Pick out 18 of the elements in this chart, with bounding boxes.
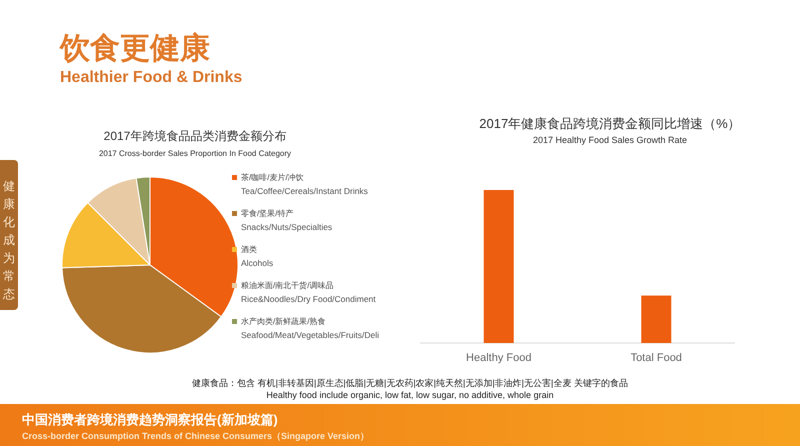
legend-label: 酒类 Alcohols <box>241 245 274 268</box>
text: Healthier Food & Drinks <box>60 69 242 86</box>
chart-subtitle: 2017 Cross-border Sales Proportion In Food Category <box>98 149 292 158</box>
text: Cross-border Consumption Trends of Chinese Consumers（Singapore Version） <box>22 431 370 441</box>
chart-title: 2017年健康食品跨境消费金额同比增速（%） <box>479 116 741 131</box>
text: 健康化成为常态 <box>2 179 15 301</box>
legend-label: 水产肉类/新鲜蔬果/熟食 Seafood/Meat/Vegetables/Fruits/Deli <box>241 317 380 340</box>
text: 饮食更健康 <box>58 31 210 65</box>
legend-label: 零食/坚果/特产 Snacks/Nuts/Specialties <box>241 209 332 232</box>
chart-title: 2017年跨境食品品类消费金额分布 <box>104 129 286 143</box>
x-tick-label: Healthy Food <box>466 352 532 364</box>
chart-subtitle: 2017 Healthy Food Sales Growth Rate <box>532 135 688 145</box>
legend-label: 茶/咖啡/麦片/冲饮 Tea/Coffee/Cereals/Instant Drinks <box>241 173 368 196</box>
legend-label: 粮油米面/南北干货/调味品 Rice&Noodles/Dry Food/Condiment <box>241 281 376 304</box>
x-tick-label: Total Food <box>630 352 682 364</box>
text: 健康食品：包含 有机|非转基因|原生态|低脂|无糖|无农药|农家|纯天然|无添加|非油炸|无公害|全麦 关键字的食品 <box>192 378 628 388</box>
text: 中国消费者跨境消费趋势洞察报告(新加坡篇) <box>22 412 278 427</box>
text: Healthy food include organic, low fat, low sugar, no additive, whole grain <box>266 390 554 400</box>
